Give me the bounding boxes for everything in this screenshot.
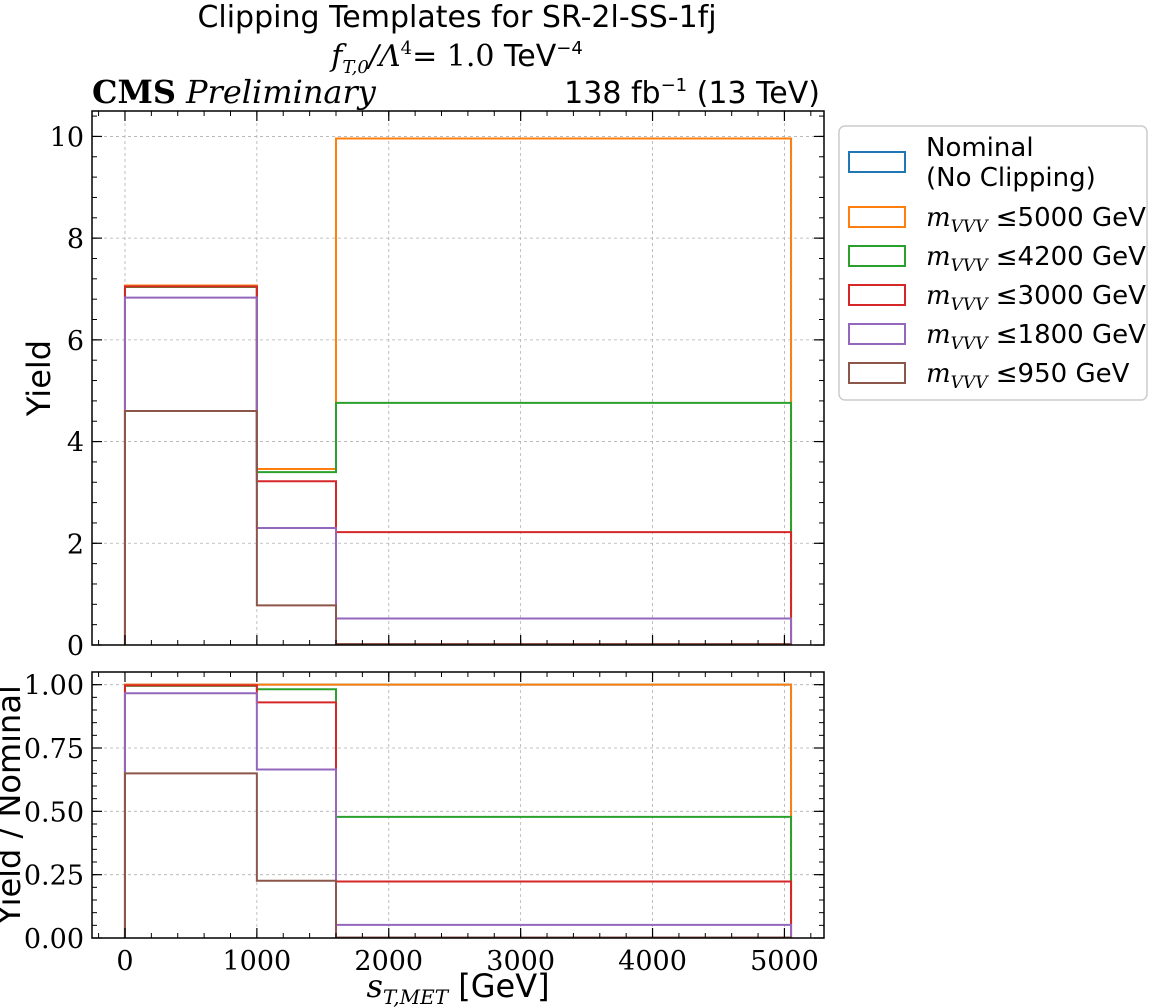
legend-swatch-m3000 bbox=[848, 284, 906, 306]
main-frame bbox=[91, 110, 825, 646]
main-ytick-label: 0 bbox=[67, 631, 84, 662]
ratio-ylabel: Yield / Nominal bbox=[0, 685, 28, 926]
subtitle-math-sup: 4 bbox=[401, 38, 412, 59]
ratio-series-m950 bbox=[123, 772, 793, 939]
legend-swatch-nominal bbox=[848, 151, 906, 173]
cms-label: CMS Preliminary bbox=[92, 73, 377, 111]
main-ytick-label: 6 bbox=[67, 326, 84, 357]
chart-subtitle: fT,0/Λ4= 1.0 TeV−4 bbox=[329, 38, 583, 78]
legend-swatch-m950 bbox=[848, 362, 906, 384]
legend-entries: Nominal(No Clipping) mVVV ≤5000 GeV mVVV ≤… bbox=[848, 133, 1146, 393]
ratio-series-m1800 bbox=[123, 692, 793, 938]
ratio-ticks: 0.00 0.25 0.50 0.75 1.00 0 1000 2000 3000 4000 500… bbox=[24, 671, 824, 977]
ratio-series-m3000 bbox=[123, 684, 793, 938]
main-ytick-label: 4 bbox=[67, 428, 84, 459]
legend-swatch-m1800 bbox=[848, 323, 906, 345]
xtick-label: 0 bbox=[116, 946, 133, 977]
legend-label-m3000: mVVV ≤3000 GeV bbox=[926, 281, 1146, 315]
ratio-ytick-label: 1.00 bbox=[24, 671, 84, 702]
legend-label-m1800: mVVV ≤1800 GeV bbox=[926, 320, 1146, 354]
legend-label-m950: mVVV ≤950 GeV bbox=[926, 359, 1130, 393]
ratio-frame bbox=[91, 671, 825, 939]
main-ylabel: Yield bbox=[20, 340, 58, 417]
xtick-label: 4000 bbox=[618, 946, 687, 977]
main-ticks: 0 2 4 6 8 10 bbox=[50, 111, 824, 662]
lumi-sup: −1 bbox=[661, 75, 688, 96]
legend-label-nominal-line1: Nominal bbox=[926, 133, 1034, 163]
xlabel-unit: [GeV] bbox=[448, 967, 550, 1005]
main-series-m4200 bbox=[123, 285, 793, 645]
legend-box bbox=[838, 125, 1148, 401]
main-panel: 0 2 4 6 8 10 Yield bbox=[20, 110, 825, 662]
ratio-ytick-label: 0.50 bbox=[24, 797, 84, 828]
legend-swatch-m4200 bbox=[848, 245, 906, 267]
main-series-m950 bbox=[123, 410, 793, 645]
cms-text: CMS bbox=[92, 73, 176, 111]
chart-title: Clipping Templates for SR-2l-SS-1fj bbox=[197, 0, 716, 35]
xtick-label: 2000 bbox=[354, 946, 423, 977]
xlabel-sub: T,MET bbox=[383, 985, 450, 1008]
main-series-m3000 bbox=[123, 285, 793, 645]
subtitle-eq: = 1.0 bbox=[412, 39, 504, 74]
main-ytick-label: 2 bbox=[67, 529, 84, 560]
legend-label-nominal-line2: (No Clipping) bbox=[926, 163, 1096, 193]
ratio-ytick-label: 0.75 bbox=[24, 734, 84, 765]
xtick-label: 3000 bbox=[486, 946, 555, 977]
x-axis-label: sT,MET [GeV] bbox=[366, 967, 549, 1008]
xtick-label: 5000 bbox=[750, 946, 819, 977]
ratio-series bbox=[123, 683, 793, 939]
lumi-pre: 138 fb bbox=[564, 76, 660, 111]
subtitle-unit: TeV bbox=[503, 39, 557, 74]
main-ytick-label: 10 bbox=[50, 122, 84, 153]
ratio-ytick-label: 0.25 bbox=[24, 861, 84, 892]
ratio-series-m4200 bbox=[123, 684, 793, 938]
xtick-label: 1000 bbox=[223, 946, 292, 977]
lumi-post: (13 TeV) bbox=[687, 76, 820, 111]
subtitle-unit-sup: −4 bbox=[556, 38, 583, 59]
lumi-label: 138 fb−1 (13 TeV) bbox=[564, 75, 820, 111]
ratio-panel: 0.00 0.25 0.50 0.75 1.00 0 1000 2000 3000 4000 500… bbox=[0, 671, 825, 1008]
main-ytick-label: 8 bbox=[67, 224, 84, 255]
legend-swatch-m5000 bbox=[848, 206, 906, 228]
subtitle-math-sub: T,0 bbox=[342, 57, 369, 78]
subtitle-math-mid: /Λ bbox=[366, 39, 401, 74]
ratio-ytick-label: 0.00 bbox=[24, 924, 84, 955]
main-grid bbox=[92, 111, 824, 646]
xlabel-math: s bbox=[366, 967, 382, 1005]
main-series-m5000 bbox=[123, 137, 793, 645]
main-series bbox=[123, 137, 793, 645]
preliminary-text: Preliminary bbox=[185, 73, 377, 111]
main-series-m1800 bbox=[123, 296, 793, 645]
legend: Nominal(No Clipping) mVVV ≤5000 GeV mVVV ≤… bbox=[838, 125, 1148, 401]
ratio-grid bbox=[92, 672, 824, 939]
legend-label-m5000: mVVV ≤5000 GeV bbox=[926, 203, 1146, 237]
legend-label-m4200: mVVV ≤4200 GeV bbox=[926, 242, 1146, 276]
main-series-nominal bbox=[123, 137, 793, 645]
